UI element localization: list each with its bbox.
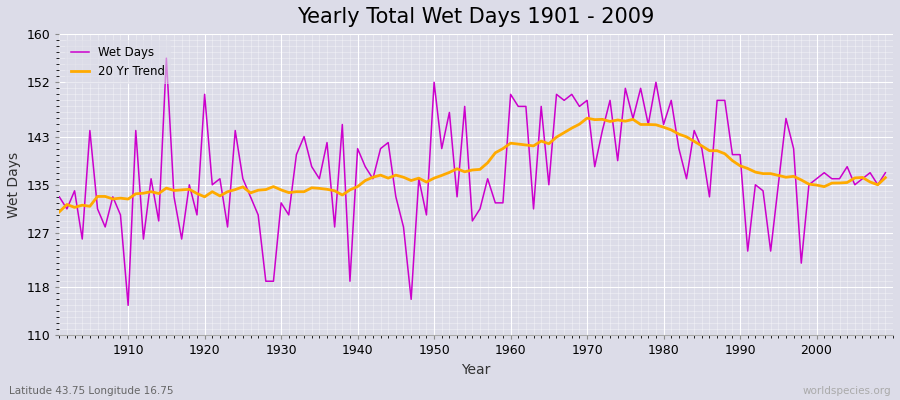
Line: 20 Yr Trend: 20 Yr Trend — [59, 118, 886, 212]
Wet Days — [612, 158, 623, 163]
20 Yr Trend — [505, 141, 516, 146]
X-axis label: Year: Year — [462, 363, 490, 377]
Y-axis label: Wet Days: Wet Days — [7, 152, 21, 218]
Wet Days — [115, 212, 126, 217]
20 Yr Trend — [115, 196, 126, 200]
Wet Days — [520, 104, 531, 109]
Wet Days — [299, 134, 310, 139]
20 Yr Trend — [581, 116, 592, 120]
Wet Days — [122, 303, 133, 308]
Wet Days — [513, 104, 524, 109]
20 Yr Trend — [605, 119, 616, 124]
Wet Days — [880, 170, 891, 175]
Wet Days — [345, 279, 356, 284]
20 Yr Trend — [329, 188, 340, 193]
Legend: Wet Days, 20 Yr Trend: Wet Days, 20 Yr Trend — [65, 40, 171, 84]
Title: Yearly Total Wet Days 1901 - 2009: Yearly Total Wet Days 1901 - 2009 — [298, 7, 655, 27]
Wet Days — [161, 56, 172, 60]
Line: Wet Days: Wet Days — [59, 58, 886, 305]
20 Yr Trend — [284, 190, 294, 195]
Wet Days — [54, 194, 65, 199]
Text: Latitude 43.75 Longitude 16.75: Latitude 43.75 Longitude 16.75 — [9, 386, 174, 396]
Text: worldspecies.org: worldspecies.org — [803, 386, 891, 396]
20 Yr Trend — [54, 210, 65, 214]
20 Yr Trend — [880, 175, 891, 180]
20 Yr Trend — [498, 146, 508, 151]
